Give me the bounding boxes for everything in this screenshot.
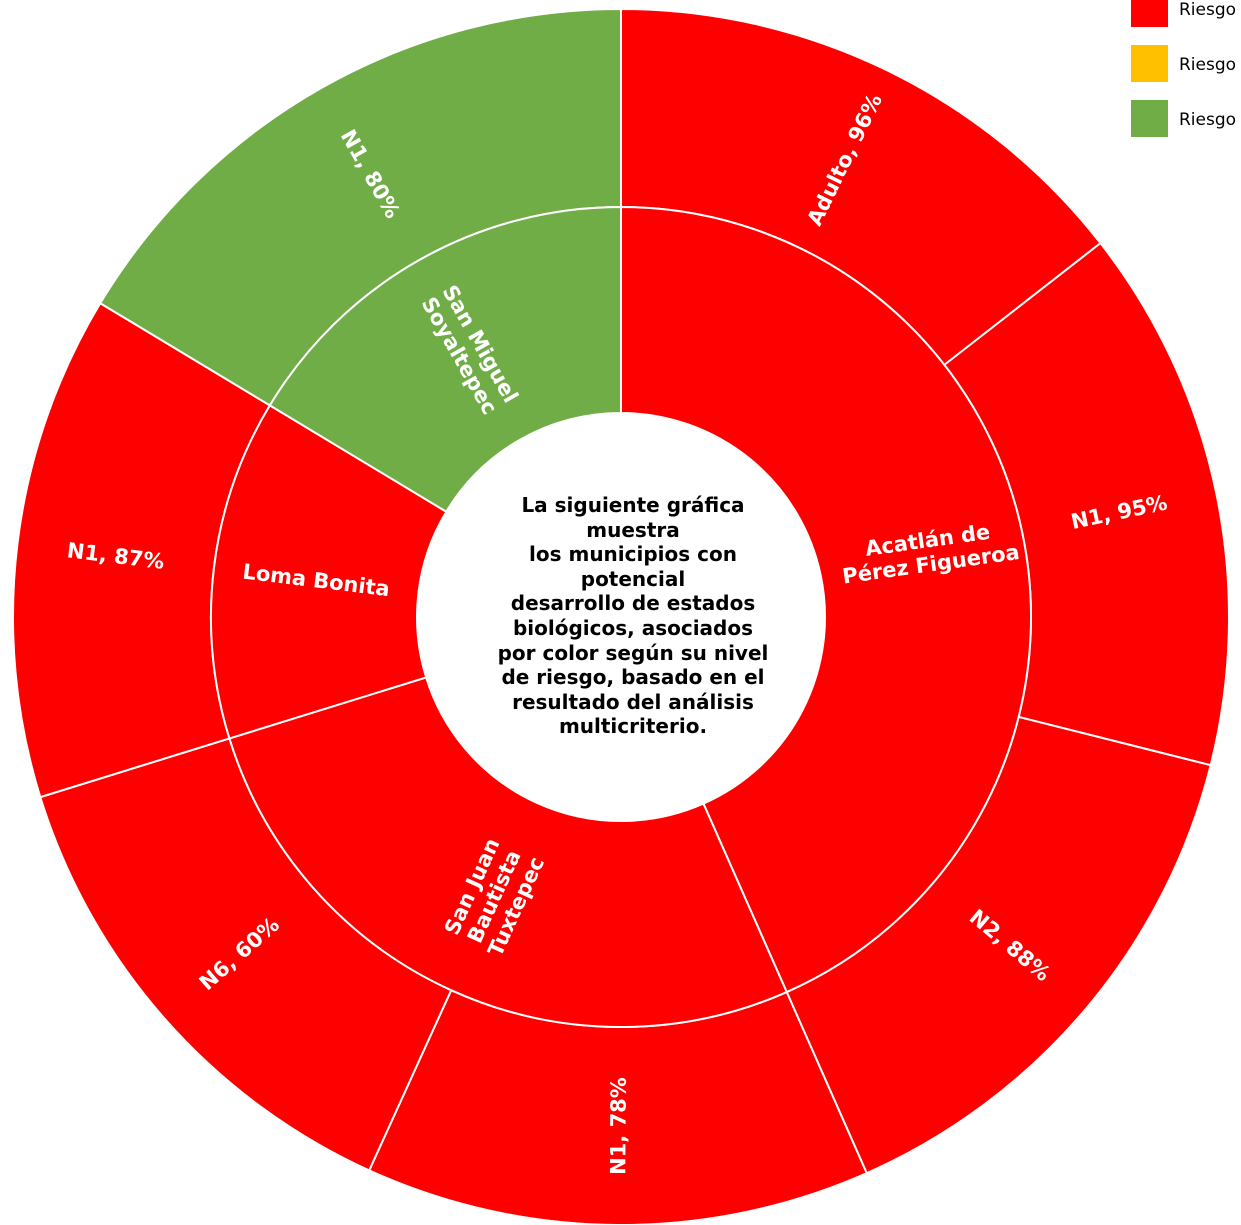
- legend: Riesgo Riesgo Riesgo: [1131, 0, 1236, 137]
- center-line: de riesgo, basado en el: [501, 665, 765, 690]
- center-line: multicriterio.: [558, 714, 708, 739]
- center-line: potencial: [580, 566, 686, 591]
- center-line: desarrollo de estados: [510, 591, 756, 616]
- legend-label: Riesgo: [1179, 55, 1236, 75]
- stage-label: N1, 78%: [606, 1077, 631, 1175]
- legend-swatch: [1131, 45, 1168, 82]
- center-description: La siguiente gráfica muestra los municip…: [478, 493, 788, 739]
- legend-label: Riesgo: [1179, 0, 1236, 20]
- center-line: biológicos, asociados: [512, 615, 754, 640]
- legend-swatch: [1131, 100, 1168, 137]
- center-line: por color según su nivel: [497, 640, 769, 665]
- legend-swatch: [1131, 0, 1168, 27]
- center-line: muestra: [586, 517, 680, 542]
- center-line: La siguiente gráfica: [521, 493, 745, 517]
- center-line: resultado del análisis: [512, 689, 754, 714]
- center-hole: [417, 413, 825, 821]
- center-line: los municipios con: [529, 542, 737, 567]
- legend-label: Riesgo: [1179, 110, 1236, 130]
